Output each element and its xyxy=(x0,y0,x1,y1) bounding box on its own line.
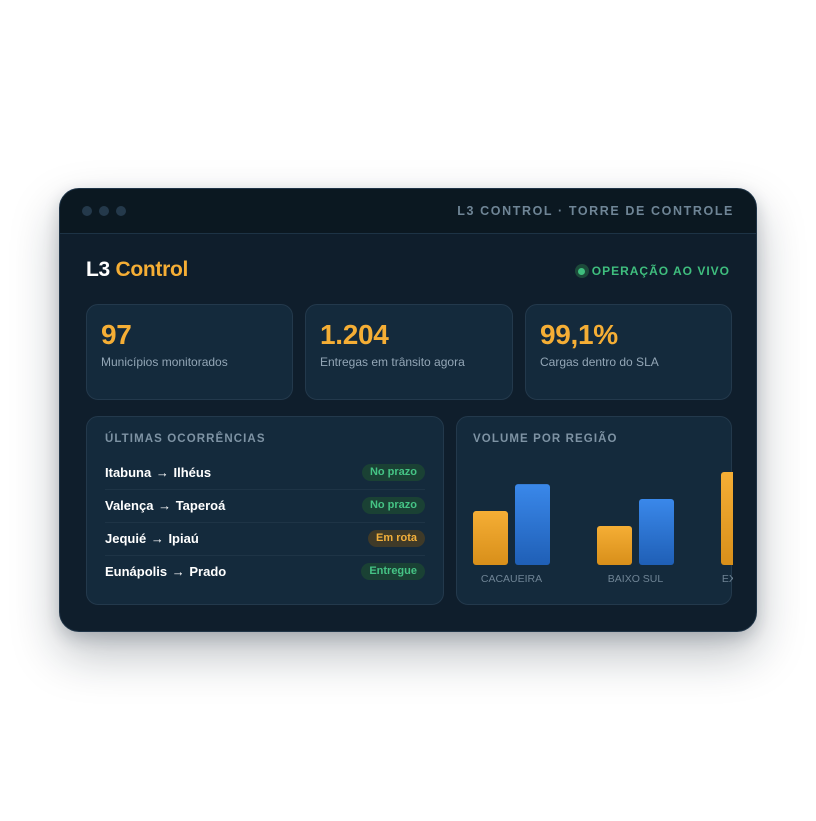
live-indicator-icon xyxy=(574,264,589,278)
brand-accent: Control xyxy=(115,258,189,281)
kpi-label: Municípios monitorados xyxy=(101,355,228,369)
route-origin: Valença xyxy=(105,498,154,513)
region-volume-chart: CACAUEIRA BAIXO SUL EXTREMO SUL xyxy=(473,472,733,585)
occurrence-row[interactable]: Valença → Taperoá No prazo xyxy=(105,490,425,523)
bar-baixo-sul-1 xyxy=(597,525,632,565)
bar-cacaueira-1 xyxy=(473,511,508,565)
occurrence-route: Jequié → Ipiaú xyxy=(105,531,199,546)
live-status-label: OPERAÇÃO AO VIVO xyxy=(591,264,730,278)
status-badge: No prazo xyxy=(361,497,425,514)
kpi-card-entregas: 1.204 Entregas em trânsito agora xyxy=(305,304,513,400)
window-minimize-dot[interactable] xyxy=(99,206,109,216)
route-origin: Itabuna xyxy=(105,465,152,480)
status-badge: No prazo xyxy=(361,464,425,481)
occurrence-route: Eunápolis → Prado xyxy=(105,564,226,579)
kpi-value: 99,1% xyxy=(540,319,618,350)
occurrences-panel: ÚLTIMAS OCORRÊNCIAS Itabuna → Ilhéus No … xyxy=(86,416,444,605)
occurrence-row[interactable]: Itabuna → Ilhéus No prazo xyxy=(105,457,425,490)
window-maximize-dot[interactable] xyxy=(116,206,126,216)
kpi-card-sla: 99,1% Cargas dentro do SLA xyxy=(525,304,732,400)
occurrence-route: Itabuna → Ilhéus xyxy=(105,465,211,480)
brand-logo: L3 Control xyxy=(86,258,188,282)
category-label: EXTREMO SUL xyxy=(722,573,733,585)
route-arrow-icon: → xyxy=(150,531,164,546)
window-close-dot[interactable] xyxy=(82,206,92,216)
occurrence-route: Valença → Taperoá xyxy=(105,498,225,513)
status-badge: Em rota xyxy=(368,530,425,547)
dashboard-window: L3 CONTROL · TORRE DE CONTROLE L3 Contro… xyxy=(59,188,757,632)
category-label: CACAUEIRA xyxy=(481,573,542,585)
route-destination: Prado xyxy=(189,564,227,579)
window-title: L3 CONTROL · TORRE DE CONTROLE xyxy=(457,204,734,218)
status-badge: Entregue xyxy=(361,563,425,580)
route-origin: Jequié xyxy=(105,531,147,546)
region-volume-panel: VOLUME POR REGIÃO CACAUEIRA BAIXO SUL EXTR… xyxy=(456,416,733,605)
route-origin: Eunápolis xyxy=(105,564,168,579)
bar-baixo-sul-2 xyxy=(639,498,674,565)
occurrence-row[interactable]: Eunápolis → Prado Entregue xyxy=(105,556,425,589)
bar-extremo-sul-1 xyxy=(721,472,733,565)
kpi-value: 97 xyxy=(101,319,132,350)
occurrences-title: ÚLTIMAS OCORRÊNCIAS xyxy=(105,433,266,445)
kpi-label: Cargas dentro do SLA xyxy=(540,355,659,369)
kpi-value: 1.204 xyxy=(320,319,389,350)
bar-cacaueira-2 xyxy=(515,484,550,565)
category-label: BAIXO SUL xyxy=(608,573,664,585)
kpi-label: Entregas em trânsito agora xyxy=(320,355,465,369)
route-arrow-icon: → xyxy=(158,498,172,513)
route-arrow-icon: → xyxy=(171,564,185,579)
route-arrow-icon: → xyxy=(155,465,169,480)
live-status: OPERAÇÃO AO VIVO xyxy=(574,264,730,278)
route-destination: Taperoá xyxy=(175,498,226,513)
occurrence-row[interactable]: Jequié → Ipiaú Em rota xyxy=(105,523,425,556)
route-destination: Ipiaú xyxy=(168,531,199,546)
region-volume-title: VOLUME POR REGIÃO xyxy=(473,433,618,445)
route-destination: Ilhéus xyxy=(173,465,212,480)
kpi-card-municipios: 97 Municípios monitorados xyxy=(86,304,293,400)
brand-name: L3 xyxy=(86,258,110,281)
window-titlebar: L3 CONTROL · TORRE DE CONTROLE xyxy=(60,189,756,234)
